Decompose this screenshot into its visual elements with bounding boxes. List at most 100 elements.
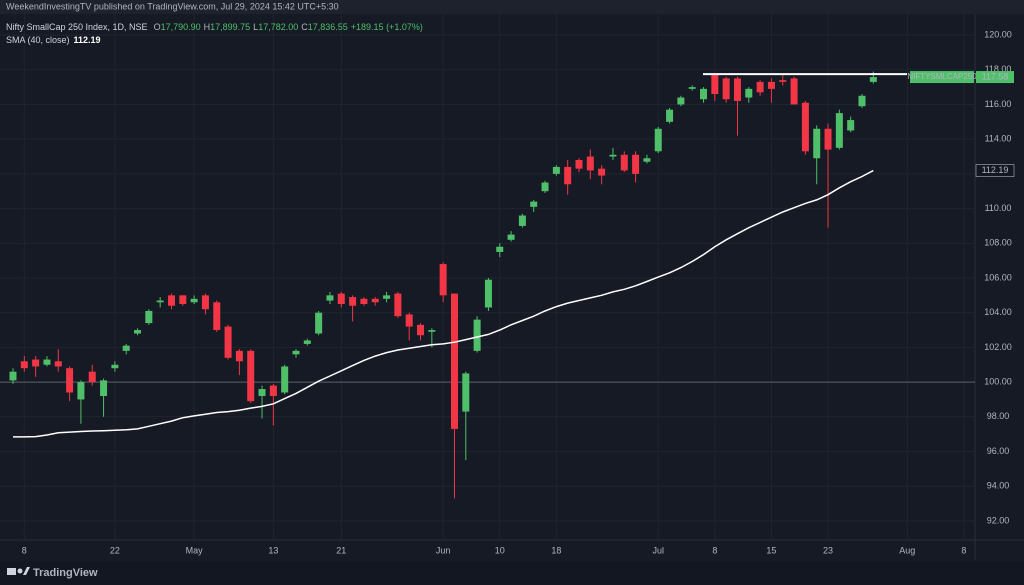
candle-body — [496, 246, 504, 252]
ohlc-value: 17,899.75 — [210, 22, 250, 32]
candle-body — [711, 74, 719, 95]
y-tick-label: 102.00 — [984, 342, 1012, 352]
candle-body — [575, 159, 583, 169]
x-tick-label: 22 — [110, 545, 120, 555]
candle-body — [371, 298, 379, 303]
candle-body — [326, 295, 334, 301]
candle-body — [213, 302, 221, 331]
candle-body — [756, 81, 764, 93]
brand: TradingView — [33, 567, 98, 579]
candle-body — [564, 166, 572, 185]
sma-tag — [975, 164, 1015, 177]
candle-body — [439, 264, 447, 296]
candle-body — [790, 78, 798, 105]
ohlc-label: L — [253, 22, 258, 32]
x-tick-label: Aug — [899, 545, 915, 555]
candle-body — [394, 293, 402, 317]
x-tick-label: 13 — [268, 545, 278, 555]
candle-body — [586, 156, 594, 171]
logo — [7, 567, 30, 575]
candle-body — [122, 345, 130, 351]
candle-body — [269, 385, 277, 396]
candle-body — [303, 340, 311, 344]
x-tick-label: Jun — [436, 545, 451, 555]
candle-body — [847, 120, 855, 131]
indicator-legend: SMA (40, close) 112.19 — [6, 35, 101, 45]
candle-body — [677, 97, 685, 105]
ohlc-value: 17,782.00 — [258, 22, 298, 32]
ohlc-label: O — [154, 22, 161, 32]
y-tick-label: 96.00 — [987, 446, 1010, 456]
candle-body — [700, 88, 708, 100]
x-tick-label: 8 — [961, 545, 966, 555]
candle-body — [235, 350, 243, 362]
y-tick-label: 118.00 — [985, 64, 1012, 74]
candle-body — [190, 298, 198, 303]
ohlc-value: 17,836.55 — [308, 22, 348, 32]
candle-body — [179, 295, 187, 305]
candle-body — [405, 314, 413, 327]
legend-title: Nifty SmallCap 250 Index, 1D, NSE — [6, 22, 148, 32]
candle-body — [813, 128, 821, 159]
candle-body — [247, 350, 255, 402]
ohlc-label: C — [301, 22, 308, 32]
ohlc-label: H — [204, 22, 211, 32]
candle-body — [66, 368, 74, 393]
x-tick-label: 8 — [712, 545, 717, 555]
symbol-tag — [910, 71, 974, 84]
y-tick-label: 98.00 — [987, 411, 1010, 421]
candle-body — [858, 95, 866, 107]
sma-line — [13, 169, 874, 438]
logo-mark — [23, 567, 30, 575]
candle-body — [722, 78, 730, 100]
candle-body — [156, 300, 164, 303]
candle-body — [281, 366, 289, 393]
change: +189.15 (+1.07%) — [351, 22, 423, 32]
candle-body — [292, 350, 300, 355]
price-label: 117.58 — [982, 71, 1009, 81]
candle-body — [745, 88, 753, 98]
candle-body — [134, 330, 142, 334]
y-tick-label: 108.00 — [984, 238, 1012, 248]
candle-body — [518, 215, 526, 226]
candle-body — [43, 359, 51, 365]
candle-body — [869, 77, 877, 82]
x-tick-label: 15 — [766, 545, 776, 555]
legend: Nifty SmallCap 250 Index, 1D, NSE O17,790… — [6, 22, 423, 32]
y-tick-label: 114.00 — [985, 134, 1012, 144]
candle-body — [201, 295, 209, 310]
indicator-value: 112.19 — [74, 35, 101, 45]
candle-body — [767, 81, 775, 89]
candle-body — [77, 382, 85, 400]
candle-body — [315, 312, 323, 334]
candle-body — [224, 326, 232, 358]
y-tick-label: 94.00 — [987, 481, 1010, 491]
candle-body — [32, 359, 40, 367]
candle-body — [450, 293, 458, 429]
candle-body — [733, 78, 741, 101]
y-tick-label: 110.00 — [985, 203, 1012, 213]
y-tick-label: 100.00 — [984, 376, 1012, 386]
x-tick-label: 18 — [551, 545, 561, 555]
candle-body — [552, 166, 560, 174]
candle-body — [824, 128, 832, 150]
indicator-name: SMA (40, close) — [6, 35, 70, 45]
candle-body — [258, 389, 266, 396]
candle-body — [145, 310, 153, 324]
candle-body — [349, 297, 357, 306]
candle-body — [88, 371, 96, 383]
candle-body — [337, 293, 345, 305]
plot — [0, 71, 975, 499]
candle-body — [20, 361, 28, 369]
candle-body — [609, 154, 617, 157]
candle-body — [632, 154, 640, 174]
logo-mark — [7, 568, 16, 575]
candle-body — [54, 361, 62, 367]
symbol-label: NIFTYSMLCAP250 — [907, 72, 977, 81]
y-tick-label: 92.00 — [987, 515, 1010, 525]
ohlc-value: 17,790.90 — [161, 22, 201, 32]
candle-body — [167, 295, 175, 306]
footer — [0, 561, 1024, 585]
